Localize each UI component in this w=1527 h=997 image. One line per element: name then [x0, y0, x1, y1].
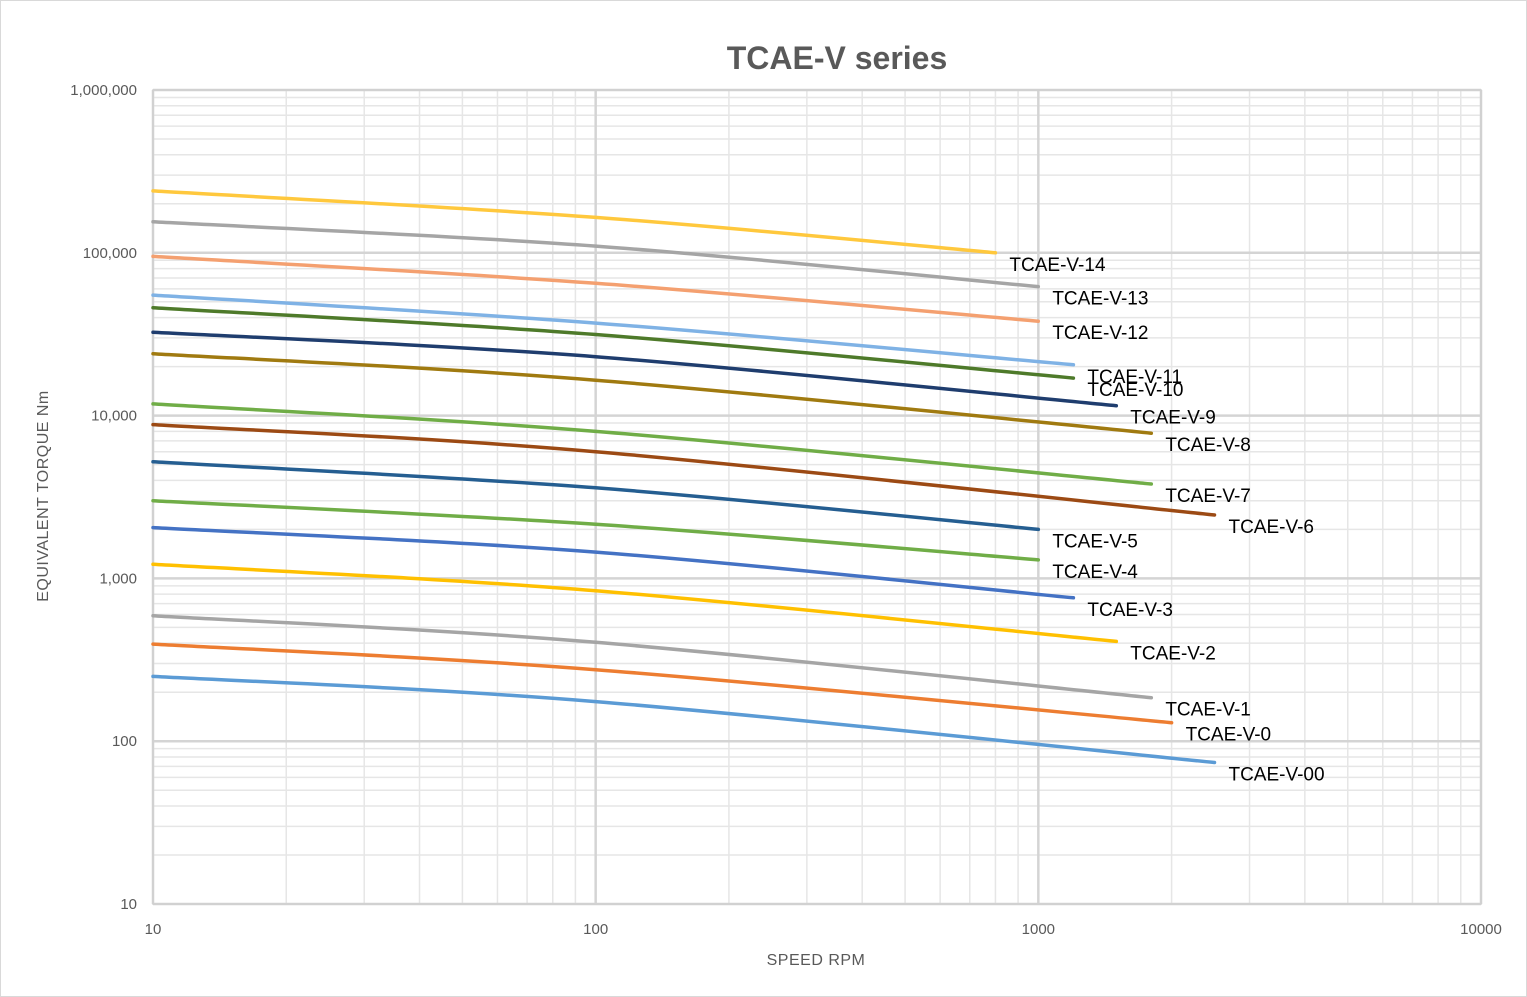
series-line-tcae-v-13 [151, 220, 1041, 289]
series-label-tcae-v-12: TCAE-V-12 [1052, 323, 1148, 344]
series-line-tcae-v-00 [151, 674, 1217, 765]
y-tick-label: 100,000 [83, 245, 137, 262]
series-label-tcae-v-11: TCAE-V-11 [1087, 367, 1182, 388]
series-line-tcae-v-6 [151, 422, 1217, 517]
series-line-tcae-v-11 [151, 293, 1076, 367]
chart-title: TCAE-V series [727, 40, 948, 76]
grid-layer [151, 88, 1483, 906]
series-line-tcae-v-4 [151, 498, 1041, 562]
x-axis-title: SPEED RPM [767, 952, 866, 969]
series-line-tcae-v-12 [151, 254, 1041, 323]
y-axis-title: EQUIVALENT TORQUE Nm [35, 390, 52, 602]
tick-layer: 10 100 1000 10000 10 100 1,000 10,000 100,000 1,0… [70, 82, 1502, 938]
y-tick-label: 10 [120, 896, 137, 913]
series-line-tcae-v-5 [151, 460, 1041, 532]
plot-area-border [152, 89, 1482, 905]
x-tick-label: 100 [583, 921, 608, 938]
y-tick-label: 10,000 [91, 408, 137, 425]
series-label-tcae-v-8: TCAE-V-8 [1165, 435, 1251, 456]
series-line-tcae-v-0 [151, 642, 1174, 725]
series-label-tcae-v-13: TCAE-V-13 [1052, 289, 1148, 310]
x-tick-label: 10 [145, 921, 162, 938]
series-label-tcae-v-9: TCAE-V-9 [1130, 408, 1216, 429]
series-label-tcae-v-7: TCAE-V-7 [1165, 486, 1251, 507]
series-label-tcae-v-00: TCAE-V-00 [1228, 764, 1324, 785]
series-line-tcae-v-2 [151, 562, 1119, 644]
series-label-tcae-v-1: TCAE-V-1 [1165, 700, 1251, 721]
y-tick-label: 1,000 [99, 570, 137, 587]
y-tick-label: 1,000,000 [70, 82, 137, 99]
series-label-tcae-v-10: TCAE-V-10 [1087, 380, 1183, 401]
series-label-tcae-v-5: TCAE-V-5 [1052, 531, 1138, 552]
series-line-tcae-v-3 [151, 525, 1076, 600]
series-label-tcae-v-14: TCAE-V-14 [1009, 255, 1106, 276]
series-line-tcae-v-9 [151, 330, 1119, 408]
series-label-tcae-v-0: TCAE-V-0 [1186, 725, 1272, 746]
series-label-tcae-v-6: TCAE-V-6 [1228, 517, 1314, 538]
series-line-tcae-v-7 [151, 402, 1154, 486]
series-line-tcae-v-14 [151, 189, 998, 255]
series-line-tcae-v-8 [151, 351, 1154, 435]
series-line-tcae-v-1 [151, 613, 1154, 700]
series-label-tcae-v-4: TCAE-V-4 [1052, 562, 1138, 583]
series-label-tcae-v-3: TCAE-V-3 [1087, 600, 1173, 621]
y-tick-label: 100 [112, 733, 137, 750]
series-label-tcae-v-2: TCAE-V-2 [1130, 643, 1216, 664]
x-tick-label: 1000 [1022, 921, 1055, 938]
series-layer [151, 189, 1217, 765]
series-line-tcae-v-10 [151, 305, 1076, 380]
x-tick-label: 10000 [1460, 921, 1502, 938]
label-layer: TCAE-V-14TCAE-V-13TCAE-V-12TCAE-V-11TCAE… [1009, 255, 1324, 786]
